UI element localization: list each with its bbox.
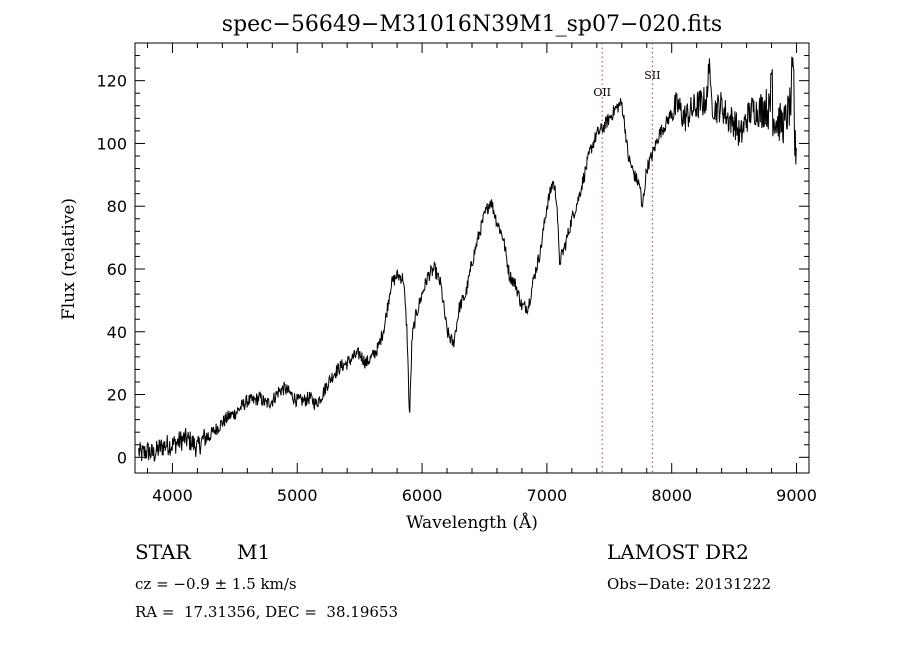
subclass-label: M1 bbox=[237, 540, 271, 564]
obs-date-text: Obs−Date: 20131222 bbox=[607, 575, 772, 593]
object-class-label: STAR bbox=[135, 540, 191, 564]
y-tick-label: 60 bbox=[107, 260, 127, 279]
annotation-label-sii: SII bbox=[644, 69, 660, 82]
axis-ticks: 4000 5000 6000 7000 8000 9000 0 20 40 60 80 100 120 bbox=[96, 43, 817, 505]
coordinates-text: RA = 17.31356, DEC = 38.19653 bbox=[135, 603, 399, 621]
x-tick-label: 7000 bbox=[527, 486, 568, 505]
x-tick-label: 6000 bbox=[402, 486, 443, 505]
x-tick-label: 4000 bbox=[152, 486, 193, 505]
velocity-text: cz = −0.9 ± 1.5 km/s bbox=[135, 575, 297, 593]
x-axis-label: Wavelength (Å) bbox=[406, 512, 538, 533]
y-tick-label: 120 bbox=[96, 72, 127, 91]
y-tick-label: 100 bbox=[96, 134, 127, 153]
plot-area: OII SII bbox=[134, 42, 810, 474]
annotation-label-oii: OII bbox=[593, 86, 611, 99]
x-tick-label: 9000 bbox=[776, 486, 817, 505]
y-tick-label: 20 bbox=[107, 386, 127, 405]
y-tick-label: 0 bbox=[117, 448, 127, 467]
spectrum-line bbox=[138, 56, 797, 462]
x-tick-label: 5000 bbox=[277, 486, 318, 505]
plot-frame bbox=[134, 42, 810, 474]
chart-title: spec−56649−M31016N39M1_sp07−020.fits bbox=[222, 12, 722, 37]
x-tick-label: 8000 bbox=[651, 486, 692, 505]
survey-label: LAMOST DR2 bbox=[607, 540, 749, 564]
y-tick-label: 80 bbox=[107, 197, 127, 216]
y-tick-label: 40 bbox=[107, 323, 127, 342]
y-axis-label: Flux (relative) bbox=[59, 198, 79, 320]
